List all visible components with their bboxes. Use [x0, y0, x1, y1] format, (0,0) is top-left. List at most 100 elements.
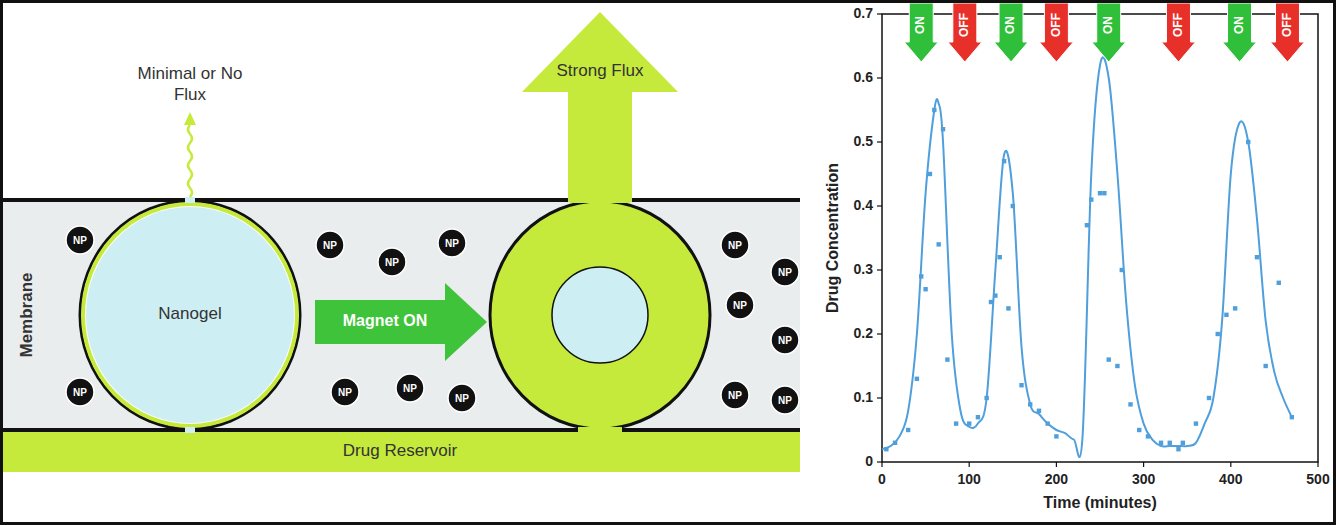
nanoparticle: NP — [771, 386, 799, 414]
nanoparticle-dot — [771, 386, 799, 414]
membrane-label: Membrane — [17, 272, 36, 357]
data-point — [954, 421, 958, 425]
magnet-arrow — [315, 283, 487, 361]
nanoparticle-dot — [771, 258, 799, 286]
nanoparticle-dot — [771, 326, 799, 354]
nanoparticle-label: NP — [733, 300, 747, 311]
nanoparticle-label: NP — [385, 257, 399, 268]
y-tick-label: 0.7 — [854, 5, 874, 21]
nanoparticle: NP — [721, 381, 749, 409]
nanoparticle-label: NP — [73, 387, 87, 398]
nanoparticle-dot — [378, 248, 406, 276]
switch-arrow: ON — [1223, 3, 1257, 62]
y-tick — [877, 13, 882, 14]
data-point — [1102, 191, 1106, 195]
y-tick — [877, 269, 882, 270]
strong-flux-arrow — [522, 12, 678, 202]
data-point — [1194, 421, 1198, 425]
data-point — [1098, 191, 1102, 195]
data-point — [1006, 306, 1010, 310]
data-point — [1168, 441, 1172, 445]
x-axis-title: Time (minutes) — [1043, 494, 1157, 511]
strong-flux-label: Strong Flux — [557, 61, 644, 80]
nanoparticle-label: NP — [338, 387, 352, 398]
y-tick — [877, 397, 882, 398]
nanoparticle-dot — [726, 291, 754, 319]
nanoparticle: NP — [721, 231, 749, 259]
switch-arrow-label: OFF — [1280, 13, 1294, 37]
data-point — [945, 357, 949, 361]
y-tick-label: 0 — [865, 453, 873, 469]
nanoparticle-dot — [396, 374, 424, 402]
data-point — [1224, 313, 1228, 317]
data-point — [976, 415, 980, 419]
data-point — [1233, 306, 1237, 310]
switch-arrow-label: OFF — [1171, 13, 1185, 37]
data-point — [1115, 364, 1119, 368]
nanogel-label: Nanogel — [158, 304, 221, 323]
x-tick-label: 100 — [958, 471, 982, 487]
y-tick-label: 0.1 — [854, 389, 874, 405]
nanoparticle-label: NP — [778, 267, 792, 278]
nanoparticle: NP — [438, 229, 466, 257]
magnet-label: Magnet ON — [343, 312, 427, 329]
data-point — [906, 428, 910, 432]
membrane-band — [0, 200, 800, 430]
switch-arrow-shape — [1223, 3, 1257, 62]
figure-border — [2, 2, 1335, 524]
switch-arrow: OFF — [1039, 3, 1073, 62]
pore-bottom-right — [578, 427, 622, 433]
x-tick — [1143, 462, 1144, 467]
y-tick-label: 0.3 — [854, 261, 874, 277]
switch-arrow-shape — [904, 3, 938, 62]
nanoparticle-dot — [316, 231, 344, 259]
y-tick-label: 0.6 — [854, 69, 874, 85]
data-point — [1263, 364, 1267, 368]
x-tick-label: 0 — [878, 471, 886, 487]
switch-arrow-shape — [994, 3, 1028, 62]
nanoparticle-label: NP — [403, 383, 417, 394]
data-point — [1216, 332, 1220, 336]
nanoparticle: NP — [448, 384, 476, 412]
x-tick-label: 300 — [1132, 471, 1156, 487]
nanoparticle-label: NP — [778, 395, 792, 406]
series-line — [882, 57, 1292, 457]
nanoparticle: NP — [771, 258, 799, 286]
switch-arrow-shape — [1161, 3, 1195, 62]
plot-data — [882, 57, 1294, 457]
nanoparticle: NP — [316, 231, 344, 259]
nanogel-core — [86, 207, 294, 423]
data-point — [1054, 434, 1058, 438]
switch-arrow-label: OFF — [957, 13, 971, 37]
minimal-flux-label: Minimal or NoFlux — [138, 64, 243, 104]
x-tick — [1317, 462, 1318, 467]
plot-frame — [882, 14, 1318, 462]
nanoparticle-label: NP — [728, 390, 742, 401]
drug-reservoir — [0, 430, 800, 472]
pore-top-left — [185, 197, 195, 203]
nanoparticle-dot — [721, 381, 749, 409]
data-point — [915, 377, 919, 381]
nanoparticle-label: NP — [455, 393, 469, 404]
shrunk-nanogel — [552, 267, 648, 363]
y-tick — [877, 333, 882, 334]
x-tick-label: 500 — [1306, 471, 1330, 487]
nanoparticle-label: NP — [728, 240, 742, 251]
nanoparticle: NP — [726, 291, 754, 319]
x-tick-label: 200 — [1045, 471, 1069, 487]
data-point — [1277, 281, 1281, 285]
y-tick — [877, 205, 882, 206]
nanoparticle: NP — [66, 378, 94, 406]
y-tick-label: 0.4 — [854, 197, 874, 213]
nanoparticle-label: NP — [445, 238, 459, 249]
data-point — [1176, 447, 1180, 451]
switch-arrow-shape — [948, 3, 982, 62]
data-point — [1137, 428, 1141, 432]
y-tick — [877, 461, 882, 462]
switch-arrow-label: ON — [913, 16, 927, 34]
pore-bottom-left — [185, 427, 195, 433]
nanogel-ring — [83, 204, 297, 426]
nanogel-outline — [80, 201, 300, 429]
data-point — [1207, 396, 1211, 400]
x-tick-label: 400 — [1219, 471, 1243, 487]
